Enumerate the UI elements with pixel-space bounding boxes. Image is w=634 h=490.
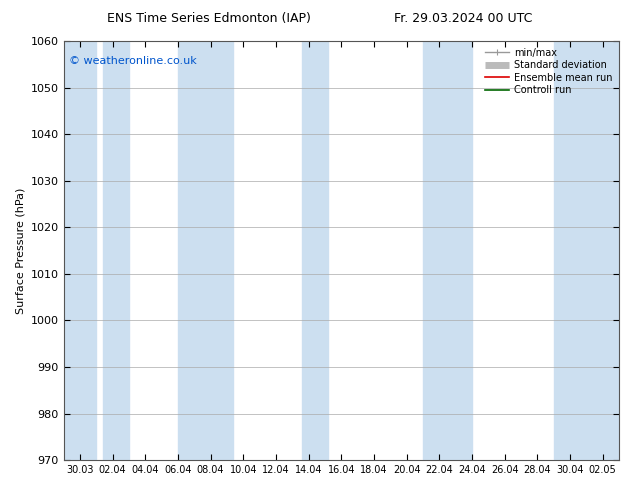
Text: © weatheronline.co.uk: © weatheronline.co.uk — [69, 56, 197, 66]
Legend: min/max, Standard deviation, Ensemble mean run, Controll run: min/max, Standard deviation, Ensemble me… — [482, 46, 614, 97]
Bar — [63, 41, 96, 460]
Bar — [302, 41, 328, 460]
Text: Fr. 29.03.2024 00 UTC: Fr. 29.03.2024 00 UTC — [394, 12, 532, 25]
Bar — [103, 41, 129, 460]
Bar — [178, 41, 233, 460]
Y-axis label: Surface Pressure (hPa): Surface Pressure (hPa) — [15, 187, 25, 314]
Bar — [553, 41, 619, 460]
Text: ENS Time Series Edmonton (IAP): ENS Time Series Edmonton (IAP) — [107, 12, 311, 25]
Bar — [423, 41, 472, 460]
